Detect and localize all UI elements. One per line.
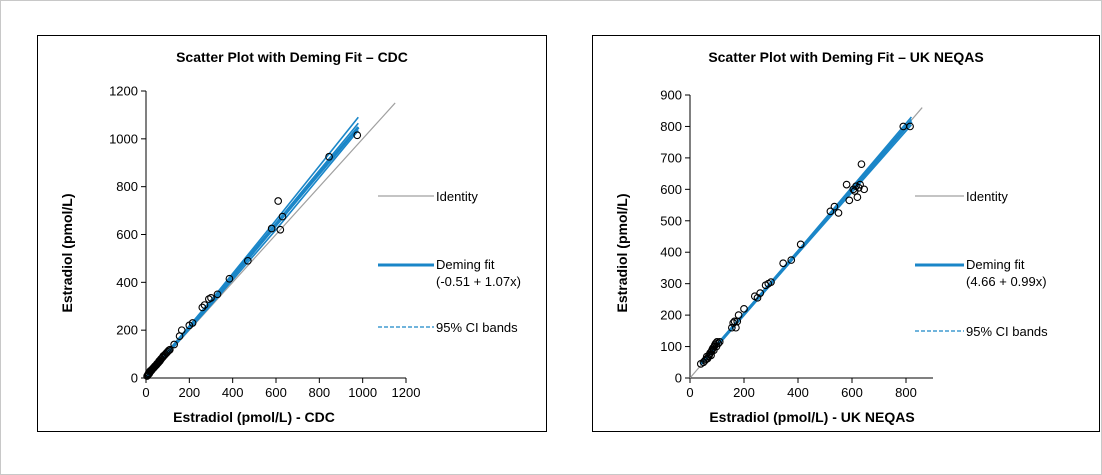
y-tick-label: 400 — [116, 275, 138, 290]
data-point — [740, 304, 748, 313]
legend-identity-label: Identity — [436, 189, 478, 204]
x-axis-label: Estradiol (pmol/L) - UK NEQAS — [709, 409, 914, 425]
x-tick-label: 200 — [733, 385, 755, 400]
x-tick-label: 600 — [841, 385, 863, 400]
data-point — [278, 212, 287, 221]
data-point — [860, 185, 869, 194]
chart-panel-uk-neqas: Scatter Plot with Deming Fit – UK NEQAS … — [592, 35, 1100, 432]
data-point — [845, 196, 854, 205]
legend-ci-label: 95% CI bands — [966, 324, 1048, 339]
chart-title: Scatter Plot with Deming Fit – UK NEQAS — [708, 49, 983, 65]
data-point — [826, 207, 835, 216]
data-point — [200, 301, 209, 309]
plot-area: 0 100 200 300 400 500 600 700 800 900 0 200 400 600 80… — [660, 88, 933, 400]
y-tick-label: 600 — [660, 182, 682, 197]
chart-title: Scatter Plot with Deming Fit – CDC — [176, 49, 408, 65]
legend: Identity Deming fit (-0.51 + 1.07x) 95% … — [436, 189, 521, 335]
data-point — [767, 278, 775, 286]
data-point — [756, 289, 765, 297]
legend-identity-label: Identity — [966, 189, 1008, 204]
x-tick-label: 800 — [895, 385, 917, 400]
data-point — [165, 345, 174, 354]
data-point — [834, 209, 843, 217]
data-point — [853, 193, 862, 202]
data-point — [856, 180, 864, 189]
data-point — [842, 180, 851, 189]
plot-area: 0 200 400 600 800 1000 1200 0 200 400 600 800 1000 12… — [109, 84, 420, 401]
data-point — [274, 197, 283, 205]
y-tick-label: 500 — [660, 213, 682, 228]
deming-fit-line — [144, 126, 360, 380]
x-axis-label: Estradiol (pmol/L) - CDC — [173, 409, 335, 425]
data-point — [796, 240, 805, 249]
data-point — [177, 326, 186, 335]
data-point — [715, 337, 724, 346]
data-point — [225, 274, 234, 283]
data-point — [325, 152, 333, 161]
x-tick-label: 400 — [222, 385, 244, 400]
data-point — [728, 323, 736, 332]
data-point — [779, 259, 787, 268]
data-point — [713, 337, 721, 346]
data-point — [711, 339, 720, 348]
x-tick-label: 0 — [686, 385, 693, 400]
scatter-chart-cdc: Scatter Plot with Deming Fit – CDC Estra… — [59, 49, 521, 425]
y-tick-label: 800 — [660, 119, 682, 134]
y-tick-label: 200 — [660, 308, 682, 323]
x-tick-label: 1000 — [348, 385, 377, 400]
y-tick-label: 800 — [116, 179, 138, 194]
data-point — [243, 256, 252, 265]
y-tick-label: 1000 — [109, 131, 138, 146]
y-axis-label: Estradiol (pmol/L) — [59, 194, 75, 313]
y-axis-label: Estradiol (pmol/L) — [614, 194, 630, 313]
data-point — [353, 131, 362, 140]
data-point — [207, 294, 215, 302]
scatter-chart-uk-neqas: Scatter Plot with Deming Fit – UK NEQAS … — [614, 49, 1048, 425]
y-tick-label: 1200 — [109, 84, 138, 99]
data-point — [163, 347, 172, 356]
x-tick-label: 400 — [787, 385, 809, 400]
x-tick-label: 800 — [308, 385, 330, 400]
data-point — [198, 303, 207, 312]
data-point — [276, 225, 285, 234]
legend-deming-equation: (4.66 + 0.99x) — [966, 274, 1047, 289]
y-tick-label: 300 — [660, 276, 682, 291]
x-tick-label: 600 — [265, 385, 287, 400]
data-point — [787, 256, 796, 264]
data-point — [213, 290, 222, 299]
chart-panel-cdc: Scatter Plot with Deming Fit – CDC Estra… — [37, 35, 547, 432]
data-point — [830, 202, 839, 211]
legend-deming-label: Deming fit — [966, 257, 1025, 272]
y-tick-label: 900 — [660, 88, 682, 103]
y-tick-label: 100 — [660, 339, 682, 354]
data-point — [170, 340, 179, 349]
data-point — [857, 160, 866, 169]
data-point — [188, 319, 197, 327]
y-tick-label: 700 — [660, 150, 682, 165]
legend: Identity Deming fit (4.66 + 0.99x) 95% C… — [966, 189, 1048, 339]
legend-ci-label: 95% CI bands — [436, 320, 518, 335]
deming-fit-line — [699, 120, 913, 366]
data-point — [267, 224, 276, 233]
y-tick-label: 0 — [675, 371, 682, 386]
y-tick-label: 0 — [131, 371, 138, 386]
legend-deming-equation: (-0.51 + 1.07x) — [436, 274, 521, 289]
data-point — [734, 311, 743, 319]
data-point — [906, 122, 914, 131]
y-tick-label: 600 — [116, 227, 138, 242]
y-tick-label: 400 — [660, 245, 682, 260]
x-tick-label: 200 — [178, 385, 200, 400]
x-tick-label: 0 — [142, 385, 149, 400]
x-tick-label: 1200 — [392, 385, 421, 400]
y-tick-label: 200 — [116, 323, 138, 338]
data-point — [164, 346, 173, 355]
legend-deming-label: Deming fit — [436, 257, 495, 272]
data-point — [714, 339, 723, 348]
